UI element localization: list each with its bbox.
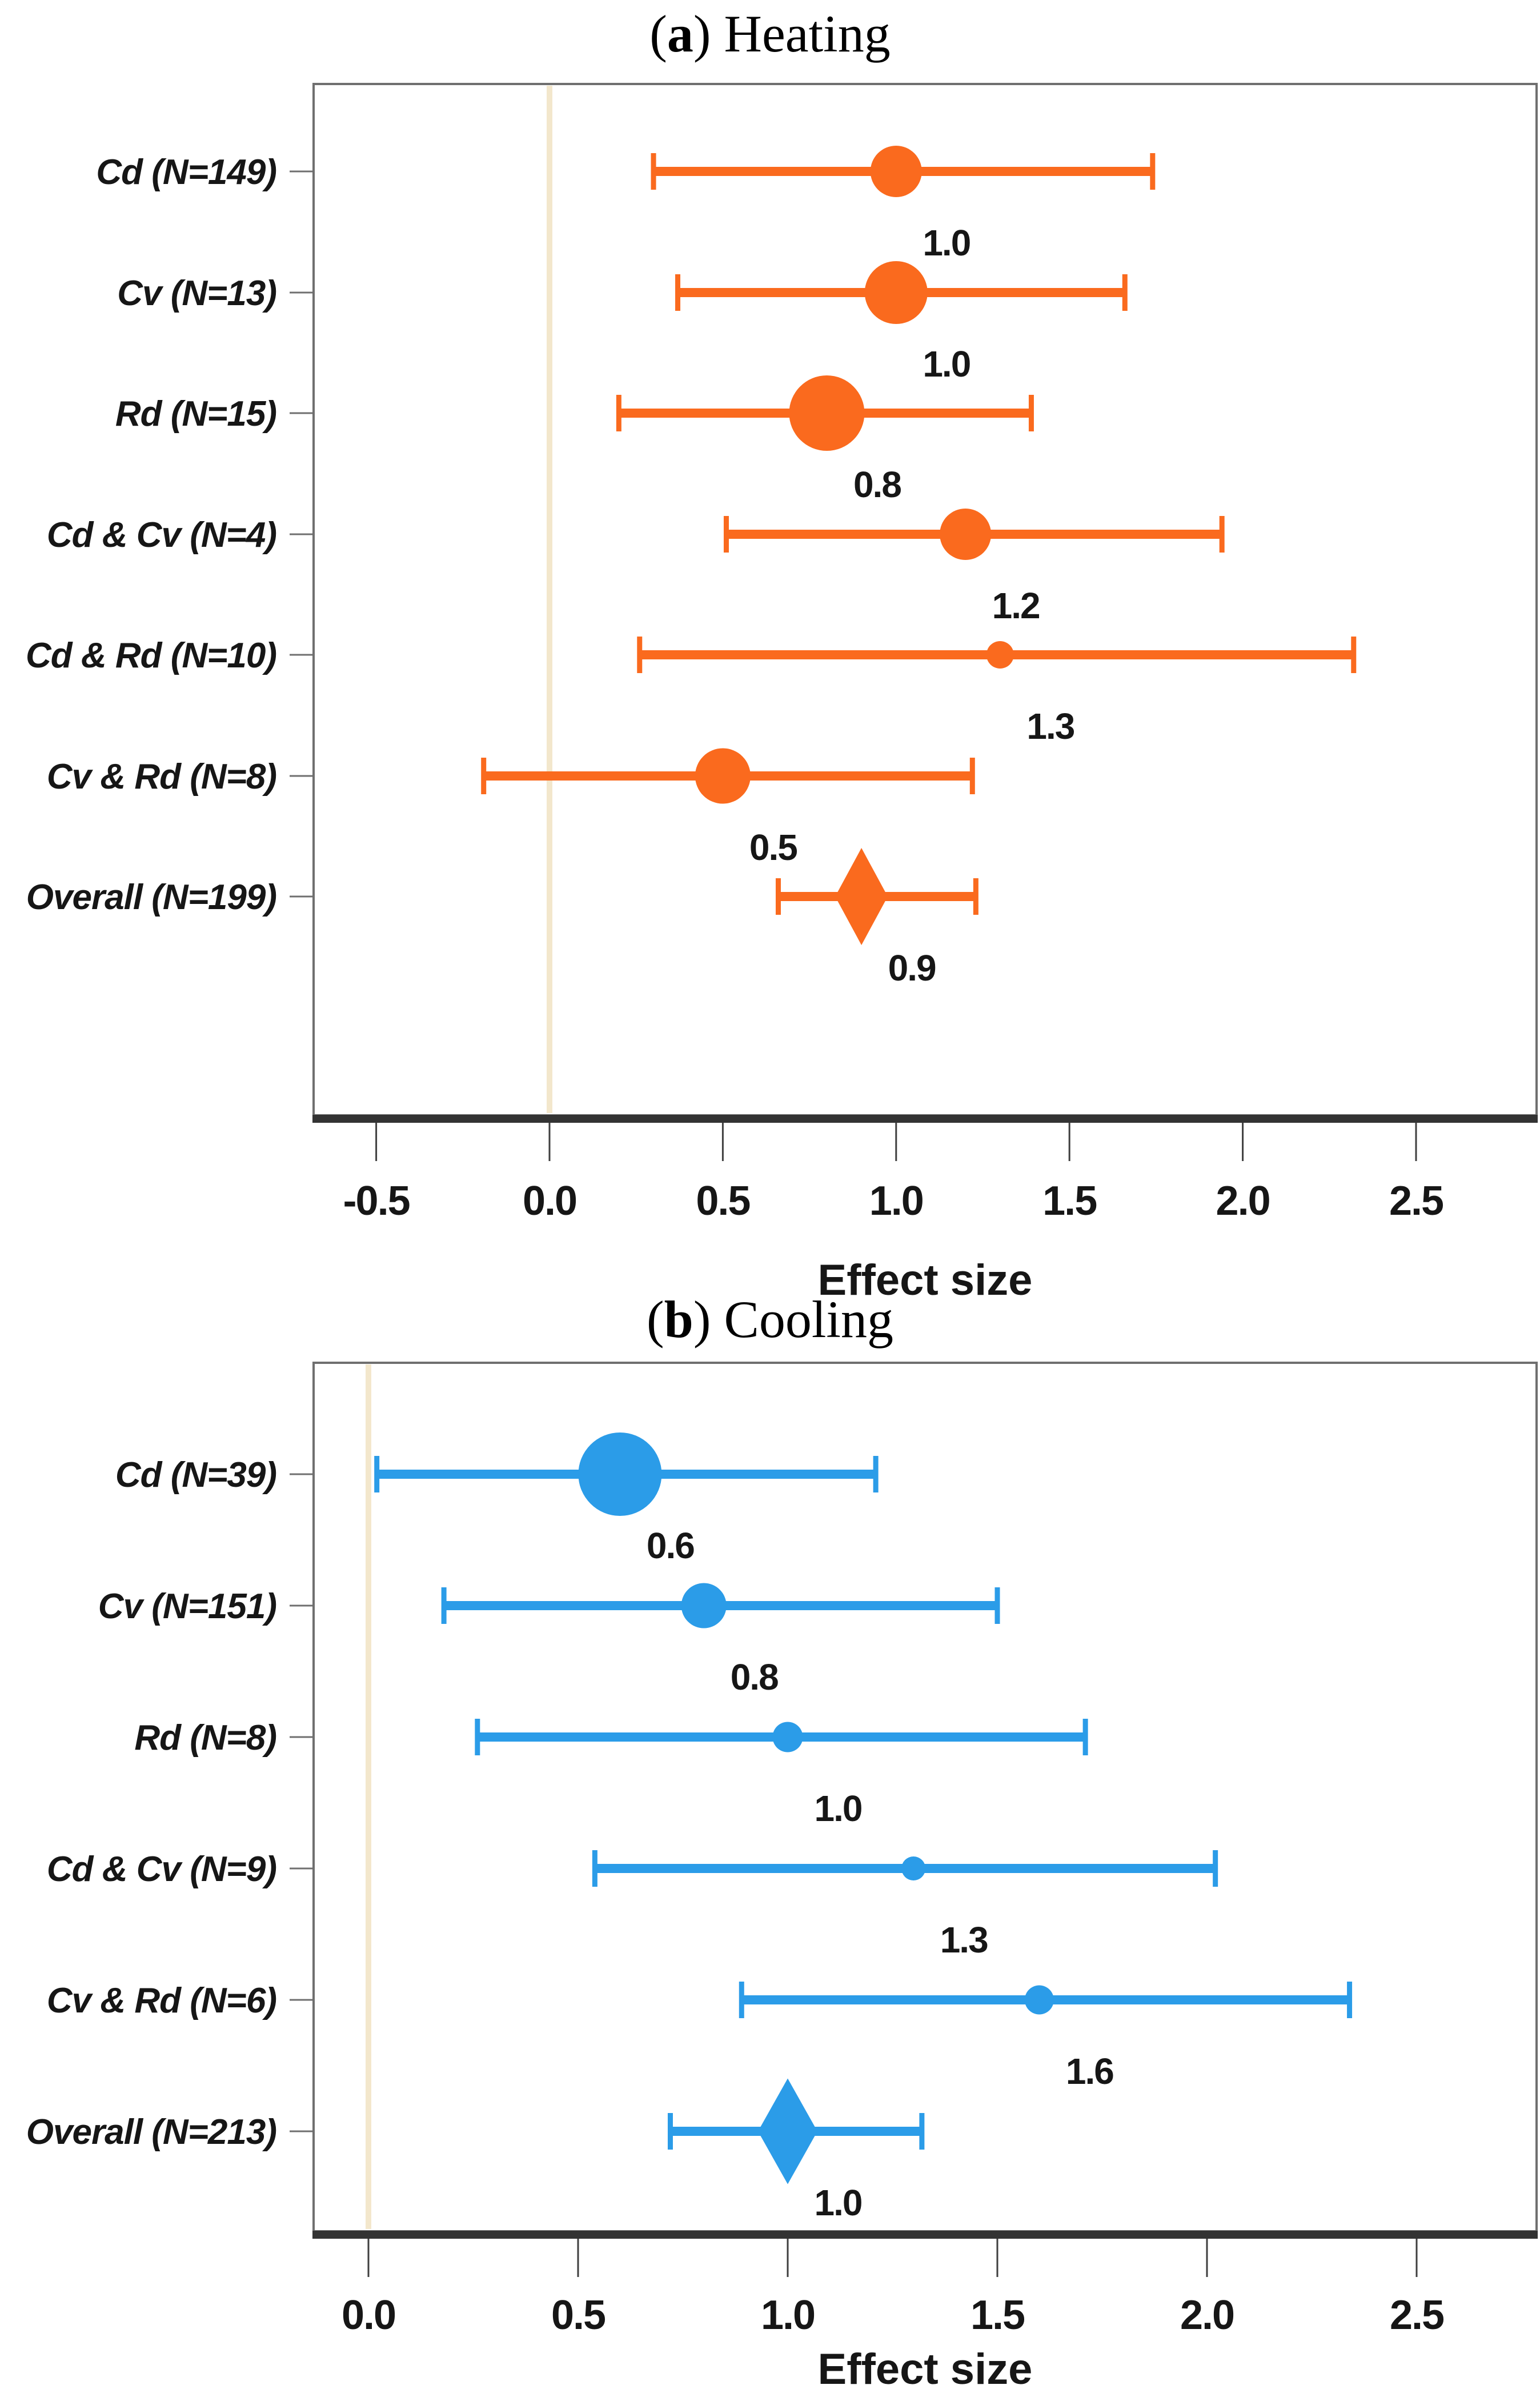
cooling-point-marker (578, 1432, 662, 1516)
title-letter: a (667, 5, 693, 63)
cooling-value-label: 1.0 (815, 2182, 862, 2223)
cooling-value-label: 0.6 (647, 1525, 694, 1566)
heating-x-tick-label: 1.5 (1042, 1178, 1097, 1224)
heating-point-marker (864, 261, 928, 324)
cooling-point-marker (681, 1583, 727, 1628)
heating-x-tick-label: 0.0 (523, 1178, 576, 1224)
heating-value-label: 1.3 (1026, 706, 1074, 747)
cooling-x-tick-label: 0.0 (342, 2292, 395, 2338)
heating-value-label: 0.8 (853, 464, 901, 505)
title-text: ) Cooling (693, 1290, 893, 1348)
heating-overall-diamond-marker (835, 848, 888, 945)
cooling-x-tick-label: 2.5 (1390, 2292, 1444, 2338)
heating-category-label: Cd (N=149) (96, 153, 276, 192)
cooling-category-label: Cd & Cv (N=9) (47, 1850, 276, 1889)
heating-x-tick-label: 0.5 (696, 1178, 750, 1224)
heating-value-label: 0.5 (749, 827, 797, 868)
cooling-plot-box (312, 1362, 1538, 2232)
cooling-value-label: 1.0 (815, 1788, 862, 1829)
heating-category-label: Rd (N=15) (115, 394, 276, 434)
heating-category-label: Cv & Rd (N=8) (47, 757, 276, 797)
title-text: ) Heating (693, 5, 891, 63)
heating-point-marker (695, 748, 751, 804)
heating-category-label: Overall (N=199) (26, 878, 276, 917)
cooling-panel-title: (b) Cooling (0, 1289, 1540, 1350)
cooling-category-label: Rd (N=8) (134, 1718, 276, 1758)
heating-panel-title: (a) Heating (0, 3, 1540, 64)
cooling-point-marker (1024, 1985, 1054, 2015)
heating-point-marker (870, 146, 922, 197)
cooling-value-label: 1.6 (1066, 2051, 1113, 2092)
cooling-point-marker (772, 1722, 803, 1752)
heating-value-label: 0.9 (888, 947, 936, 989)
heating-category-label: Cd & Rd (N=10) (26, 636, 276, 675)
heating-x-axis-label: Effect size (818, 1256, 1033, 1304)
heating-point-marker (789, 375, 865, 451)
heating-x-tick-label: 2.0 (1216, 1178, 1270, 1224)
cooling-category-label: Cv (N=151) (98, 1587, 276, 1626)
heating-value-label: 1.0 (923, 343, 970, 385)
title-paren-open: ( (649, 5, 667, 63)
heating-category-label: Cd & Cv (N=4) (47, 515, 276, 555)
heating-x-tick-label: 1.0 (869, 1178, 923, 1224)
heating-value-label: 1.0 (923, 222, 970, 263)
cooling-x-tick-label: 0.5 (551, 2292, 605, 2338)
cooling-x-tick-label: 1.5 (970, 2292, 1025, 2338)
cooling-category-label: Cd (N=39) (115, 1455, 276, 1495)
heating-x-tick-label: 2.5 (1389, 1178, 1443, 1224)
title-paren-open: ( (647, 1290, 664, 1348)
title-letter: b (664, 1290, 693, 1348)
cooling-x-tick-label: 2.0 (1180, 2292, 1234, 2338)
heating-point-marker (986, 641, 1014, 669)
heating-point-marker (940, 509, 992, 560)
cooling-point-marker (901, 1856, 926, 1880)
cooling-category-label: Overall (N=213) (26, 2112, 276, 2152)
heating-category-label: Cv (N=13) (117, 274, 276, 313)
cooling-overall-diamond-marker (758, 2078, 817, 2184)
cooling-value-label: 1.3 (940, 1919, 988, 1960)
heating-value-label: 1.2 (992, 585, 1040, 626)
cooling-value-label: 0.8 (731, 1656, 778, 1698)
cooling-category-label: Cv & Rd (N=6) (47, 1981, 276, 2020)
cooling-x-axis-label: Effect size (818, 2345, 1033, 2389)
heating-x-tick-label: -0.5 (343, 1178, 410, 1224)
cooling-x-tick-label: 1.0 (761, 2292, 815, 2338)
